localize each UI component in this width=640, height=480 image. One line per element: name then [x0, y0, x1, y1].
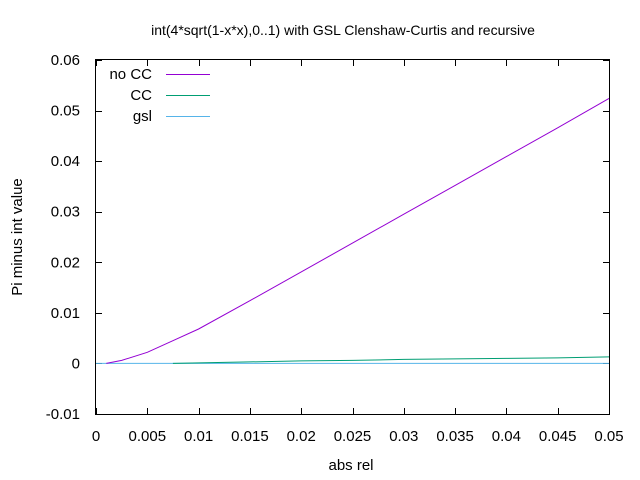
x-tick-label: 0.035: [436, 428, 474, 445]
series-line-cc: [172, 356, 610, 364]
y-tick-label: 0.02: [51, 254, 80, 271]
x-axis-label: abs rel: [328, 457, 373, 474]
y-tick-label: -0.01: [46, 406, 80, 423]
legend: no CC CC gsl: [109, 66, 210, 125]
x-tick-label: 0.01: [184, 428, 213, 445]
y-tick-label: 0.01: [51, 305, 80, 322]
x-tick-label: 0.005: [129, 428, 167, 445]
y-axis-ticks: -0.01 0 0.01 0.02 0.03 0.04 0.05 0.06: [46, 52, 609, 423]
legend-label: CC: [130, 87, 152, 104]
legend-label: no CC: [109, 66, 152, 83]
y-tick-label: 0.03: [51, 204, 80, 221]
y-tick-label: 0.05: [51, 103, 80, 120]
x-tick-label: 0: [92, 428, 100, 445]
y-tick-label: 0.06: [51, 52, 80, 69]
x-tick-label: 0.04: [492, 428, 521, 445]
x-tick-label: 0.045: [539, 428, 577, 445]
x-axis-ticks: 0 0.005 0.01 0.015 0.02 0.025 0.03 0.035 0.04 0.0…: [92, 60, 624, 445]
x-tick-label: 0.015: [231, 428, 269, 445]
y-tick-label: 0: [72, 355, 80, 372]
legend-label: gsl: [133, 108, 152, 125]
y-axis-label: Pi minus int value: [9, 178, 26, 296]
series-line-no-cc: [106, 97, 610, 364]
y-tick-label: 0.04: [51, 153, 80, 170]
x-tick-label: 0.03: [389, 428, 418, 445]
x-tick-label: 0.02: [287, 428, 316, 445]
x-tick-label: 0.05: [594, 428, 623, 445]
series-lines: [96, 97, 610, 364]
x-tick-label: 0.025: [334, 428, 372, 445]
plot-frame: [95, 59, 610, 415]
chart-title: int(4*sqrt(1-x*x),0..1) with GSL Clensha…: [151, 22, 535, 38]
